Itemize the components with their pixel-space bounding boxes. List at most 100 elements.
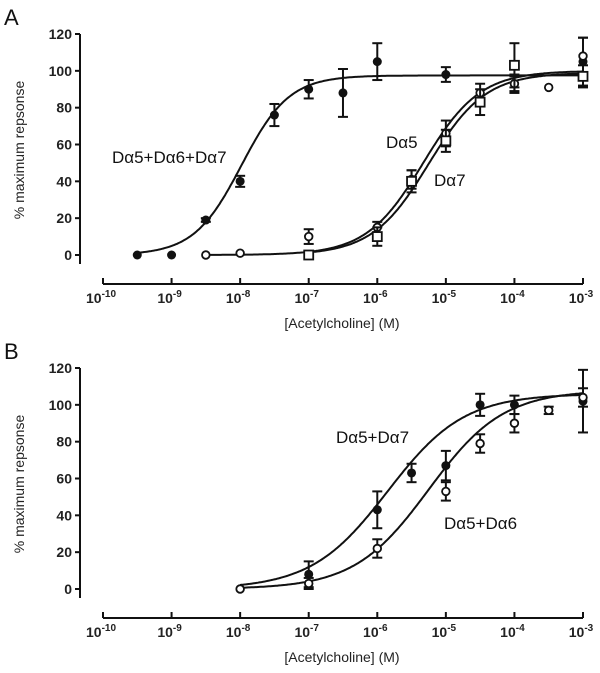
x-tick-exponent: -4 <box>516 623 525 634</box>
fit-curve-Dα7 <box>308 72 583 254</box>
data-point <box>201 250 211 260</box>
fit-curve-Dα5+Dα7 <box>239 393 584 586</box>
y-tick-label: 100 <box>49 397 73 413</box>
x-axis-label: [Acetylcholine] (M) <box>284 649 399 665</box>
data-point <box>235 248 245 258</box>
x-tick-exponent: -3 <box>584 623 593 634</box>
data-point <box>543 82 554 93</box>
y-tick-label: 60 <box>56 137 72 153</box>
data-point <box>269 110 279 120</box>
data-point <box>372 505 382 515</box>
x-tick-exponent: -10 <box>102 623 117 634</box>
data-point <box>509 400 519 410</box>
x-tick-exponent: -9 <box>173 289 182 300</box>
data-point <box>509 59 520 71</box>
series-label: Dα7 <box>434 171 466 190</box>
fit-curve-Dα5 <box>205 70 583 256</box>
y-tick-label: 40 <box>56 173 72 189</box>
data-point <box>235 176 245 186</box>
panel-label: A <box>4 5 19 30</box>
data-point <box>406 175 417 187</box>
x-tick-exponent: -9 <box>173 623 182 634</box>
series-label: Dα5+Dα7 <box>336 428 409 447</box>
data-point <box>167 250 177 260</box>
data-point <box>577 70 589 82</box>
data-point <box>372 543 382 554</box>
data-point <box>474 96 486 108</box>
data-point <box>201 215 211 225</box>
data-point <box>475 400 485 410</box>
y-tick-label: 0 <box>64 247 72 263</box>
x-tick-exponent: -6 <box>379 623 388 634</box>
panel-b: B 0 20 40 60 80 100 120 % maximum repsonse 10-10 1… <box>4 339 594 665</box>
data-point <box>304 578 314 589</box>
x-tick-exponent: -8 <box>241 623 250 634</box>
data-point <box>440 135 452 147</box>
series-1 <box>201 36 588 260</box>
data-point <box>132 250 142 260</box>
y-tick-label: 60 <box>56 471 72 487</box>
y-tick-label: 120 <box>49 360 73 376</box>
y-tick-label: 80 <box>56 100 72 116</box>
y-tick-label: 20 <box>56 210 72 226</box>
x-tick-exponent: -5 <box>447 289 456 300</box>
x-tick-exponent: -8 <box>241 289 250 300</box>
x-tick-exponent: -7 <box>310 623 319 634</box>
data-point <box>304 84 314 94</box>
series-2 <box>303 42 589 261</box>
data-point <box>543 405 554 416</box>
data-point <box>303 249 315 261</box>
data-point <box>441 486 451 497</box>
data-point <box>441 70 451 80</box>
y-axis-label: % maximum repsonse <box>11 415 27 554</box>
series-label: Dα5+Dα6+Dα7 <box>112 148 227 167</box>
data-point <box>304 569 314 579</box>
data-point <box>304 231 314 242</box>
y-tick-label: 20 <box>56 544 72 560</box>
x-tick-exponent: -6 <box>379 289 388 300</box>
x-tick-label: 10-7 <box>294 623 319 640</box>
series-label: Dα5+Dα6 <box>444 514 517 533</box>
series-label: Dα5 <box>386 133 418 152</box>
data-point <box>475 438 485 449</box>
data-point <box>338 88 348 98</box>
x-tick-label: 10-5 <box>432 623 457 640</box>
x-tick-exponent: -5 <box>447 623 456 634</box>
x-tick-label: 10-7 <box>294 289 319 306</box>
y-tick-label: 120 <box>49 26 73 42</box>
data-point <box>372 57 382 67</box>
fit-curve-Dα5+Dα6+Dα7 <box>137 74 583 254</box>
y-tick-label: 40 <box>56 507 72 523</box>
x-tick-label: 10-8 <box>226 623 251 640</box>
x-tick-label: 10-6 <box>363 623 388 640</box>
data-point <box>371 231 383 242</box>
panel-a: A 0 20 40 60 80 100 120 % maximum repsonse 10-10 1… <box>4 5 594 331</box>
y-tick-label: 100 <box>49 63 73 79</box>
panel-label: B <box>4 339 19 364</box>
x-tick-exponent: -4 <box>516 289 525 300</box>
x-tick-label: 10-5 <box>432 289 457 306</box>
data-point <box>578 392 588 403</box>
fit-curve-Dα5+Dα6 <box>240 392 584 589</box>
data-point <box>407 468 417 478</box>
data-point <box>509 418 520 428</box>
y-tick-label: 0 <box>64 581 72 597</box>
y-tick-label: 80 <box>56 434 72 450</box>
x-tick-label: 10-10 <box>86 289 116 306</box>
x-tick-label: 10-3 <box>569 289 594 306</box>
data-point <box>235 584 245 594</box>
x-tick-label: 10-4 <box>500 623 525 640</box>
x-tick-exponent: -7 <box>310 289 319 300</box>
data-point <box>578 51 588 61</box>
x-tick-label: 10-3 <box>569 623 594 640</box>
x-tick-label: 10-9 <box>157 623 182 640</box>
x-tick-exponent: -10 <box>102 289 117 300</box>
x-tick-exponent: -3 <box>584 289 593 300</box>
y-axis-label: % maximum repsonse <box>11 81 27 220</box>
x-tick-label: 10-10 <box>86 623 116 640</box>
series-1 <box>235 387 588 594</box>
x-tick-label: 10-8 <box>226 289 251 306</box>
x-tick-label: 10-9 <box>157 289 182 306</box>
x-tick-label: 10-4 <box>500 289 525 306</box>
